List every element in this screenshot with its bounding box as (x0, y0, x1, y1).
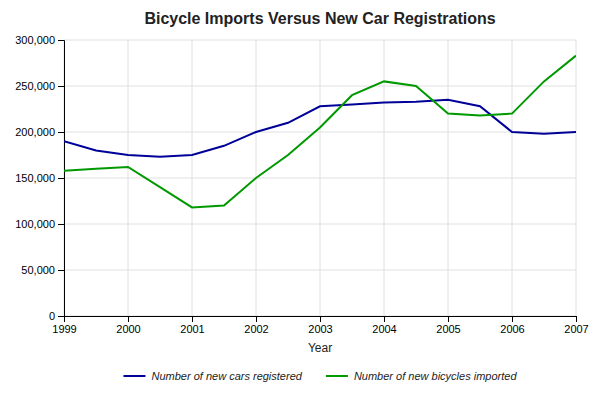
y-tick: 150,000 (15, 172, 64, 184)
y-tick-mark (58, 270, 64, 271)
x-tick-label: 2004 (372, 323, 396, 335)
grid-line-x (512, 40, 513, 316)
legend-item: Number of new cars registered (123, 370, 302, 382)
grid (64, 40, 576, 316)
y-tick: 0 (49, 310, 64, 322)
grid-line-x (192, 40, 193, 316)
y-axis-line (58, 41, 65, 317)
legend-item: Number of new bicycles imported (326, 370, 518, 382)
x-tick-mark (320, 316, 321, 322)
y-tick: 250,000 (15, 80, 64, 92)
y-tick-label: 150,000 (15, 172, 55, 184)
x-tick: 2005 (436, 316, 460, 335)
legend-swatch (326, 375, 348, 377)
grid-line-x (576, 40, 577, 316)
x-tick-label: 2003 (308, 323, 332, 335)
series-line (64, 56, 576, 208)
title: Bicycle Imports Versus New Car Registrat… (144, 10, 495, 27)
y-tick-mark (58, 40, 64, 41)
y-tick-mark (58, 178, 64, 179)
grid-line-x (448, 40, 449, 316)
plot: 1999 2000 2001 2002 2003 2004 2005 2006 2007 0 50,… (15, 34, 589, 335)
x-tick-label: 2000 (116, 323, 140, 335)
x-tick-label: 2001 (180, 323, 204, 335)
x-tick-label: 2005 (436, 323, 460, 335)
y-tick-label: 200,000 (15, 126, 55, 138)
x-tick-mark (192, 316, 193, 322)
x-tick: 2004 (372, 316, 396, 335)
x-tick-mark (128, 316, 129, 322)
y-tick: 200,000 (15, 126, 64, 138)
y-tick-label: 300,000 (15, 34, 55, 46)
y-tick-label: 50,000 (21, 264, 55, 276)
y-tick: 300,000 (15, 34, 64, 46)
x-tick-mark (384, 316, 385, 322)
x-tick: 2001 (180, 316, 204, 335)
y-tick-mark (58, 132, 64, 133)
y-tick: 100,000 (15, 218, 64, 230)
x-tick: 2000 (116, 316, 140, 335)
grid-line-x (128, 40, 129, 316)
y-tick-label: 100,000 (15, 218, 55, 230)
x-tick: 2006 (500, 316, 524, 335)
x-tick-mark (256, 316, 257, 322)
x-tick-mark (512, 316, 513, 322)
x-axis: 1999 2000 2001 2002 2003 2004 2005 2006 2007 (52, 316, 588, 335)
x-tick-label: 2007 (564, 323, 588, 335)
y-tick: 50,000 (21, 264, 64, 276)
legend-label: Number of new bicycles imported (354, 370, 518, 382)
y-tick-label: 0 (49, 310, 55, 322)
legend: Number of new cars registered Number of n… (123, 370, 517, 382)
x-tick: 2002 (244, 316, 268, 335)
x-tick-mark (448, 316, 449, 322)
series-group (64, 56, 576, 208)
x-tick: 2007 (564, 316, 588, 335)
legend-swatch (123, 375, 145, 377)
y-tick-label: 250,000 (15, 80, 55, 92)
y-tick-mark (58, 316, 64, 317)
x-tick-mark (576, 316, 577, 322)
grid-line-x (320, 40, 321, 316)
x-tick: 1999 (52, 316, 76, 335)
y-tick-mark (58, 86, 64, 87)
y-axis: 0 50,000 100,000 150,000 200,000 250,000 300,0… (15, 34, 64, 322)
x-tick: 2003 (308, 316, 332, 335)
x-tick-label: 1999 (52, 323, 76, 335)
x-tick-label: 2002 (244, 323, 268, 335)
legend-label: Number of new cars registered (151, 370, 302, 382)
y-tick-mark (58, 224, 64, 225)
x-tick-label: 2006 (500, 323, 524, 335)
x-axis-line (65, 317, 577, 323)
x-axis-title: Year (308, 341, 332, 355)
chart: 1999 2000 2001 2002 2003 2004 2005 2006 2007 0 50,… (0, 0, 600, 394)
